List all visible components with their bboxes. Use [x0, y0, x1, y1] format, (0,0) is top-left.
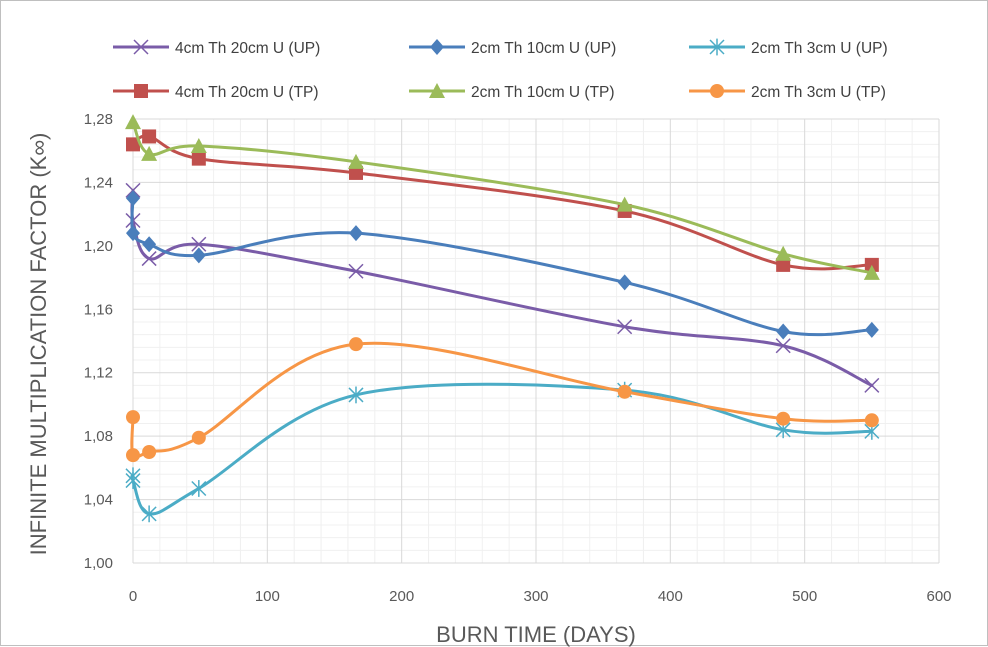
data-point: [348, 165, 363, 180]
x-tick-label: 200: [389, 588, 414, 605]
data-point: [126, 225, 140, 242]
data-point: [348, 225, 363, 242]
data-point: [141, 145, 158, 161]
data-point: [191, 480, 207, 497]
tick-labels: 0 100 200 300 400 500 600 1,00 1,04 1,08 1,12 1,16 1…: [84, 111, 952, 605]
data-point: [776, 411, 791, 426]
legend-swatch-marker: [710, 84, 724, 98]
legend-label: 2cm Th 3cm U (UP): [751, 40, 888, 57]
y-tick-label: 1,16: [84, 301, 113, 318]
series-line: [130, 188, 874, 387]
legend-label: 2cm Th 3cm U (TP): [751, 84, 886, 101]
data-point: [863, 264, 880, 280]
legend-swatch-marker: [134, 84, 148, 98]
series-layer: [125, 114, 880, 523]
y-tick-label: 1,04: [84, 492, 113, 509]
y-tick-label: 1,08: [84, 428, 113, 445]
legend-swatch-marker: [709, 38, 725, 56]
x-tick-label: 300: [523, 588, 548, 605]
legend-label: 4cm Th 20cm U (UP): [175, 40, 320, 57]
series-line: [130, 196, 874, 337]
y-tick-label: 1,20: [84, 238, 113, 255]
marker-stroke: [191, 236, 207, 252]
data-point: [191, 247, 206, 264]
data-point: [617, 384, 632, 399]
marker-stroke: [775, 338, 791, 354]
series-group: [126, 190, 879, 340]
legend-item: 2cm Th 10cm U (TP): [409, 83, 615, 101]
x-tick-label: 0: [129, 588, 137, 605]
y-tick-label: 1,28: [84, 111, 113, 128]
legend-label: 2cm Th 10cm U (UP): [471, 40, 616, 57]
data-point: [864, 321, 879, 338]
legend-swatch-marker: [133, 39, 149, 55]
data-point: [126, 410, 140, 425]
data-point: [776, 323, 791, 340]
data-point: [348, 386, 364, 404]
data-point: [775, 338, 791, 354]
legend-label: 4cm Th 20cm U (TP): [175, 84, 319, 101]
legend-item: 2cm Th 10cm U (UP): [409, 39, 616, 57]
y-tick-label: 1,00: [84, 555, 113, 572]
grid: [132, 118, 940, 564]
data-point: [142, 236, 157, 253]
data-point: [864, 413, 879, 428]
data-point: [864, 377, 880, 393]
data-point: [126, 448, 140, 463]
legend-label: 2cm Th 10cm U (TP): [471, 84, 615, 101]
x-tick-label: 500: [792, 588, 817, 605]
series-group: [125, 114, 880, 280]
legend-swatch-marker: [430, 39, 444, 55]
data-point: [191, 236, 207, 252]
x-axis-title: BURN TIME (DAYS): [436, 622, 636, 647]
marker-stroke: [133, 39, 149, 55]
data-point: [141, 505, 157, 523]
legend-swatch-marker: [429, 83, 445, 98]
marker-stroke: [617, 319, 633, 335]
data-point: [125, 114, 141, 130]
marker-stroke: [864, 377, 880, 393]
data-point: [142, 445, 157, 459]
marker-stroke: [348, 263, 364, 279]
data-point: [776, 257, 791, 272]
data-point: [348, 263, 364, 279]
x-tick-label: 400: [658, 588, 683, 605]
data-point: [126, 137, 140, 152]
data-point: [125, 472, 141, 489]
data-point: [616, 196, 633, 212]
y-tick-label: 1,24: [84, 174, 113, 191]
series-group: [126, 337, 879, 463]
data-point: [126, 190, 140, 207]
data-point: [617, 319, 633, 335]
data-point: [141, 251, 157, 267]
legend-item: 4cm Th 20cm U (TP): [113, 84, 319, 101]
data-point: [191, 151, 206, 166]
y-axis-title: INFINITE MULTIPLICATION FACTOR (K∞): [26, 133, 51, 556]
data-point: [775, 245, 792, 261]
series-line: [131, 120, 874, 275]
data-point: [347, 153, 364, 169]
legend: 4cm Th 20cm U (UP) 2cm Th 10cm U (UP) 2cm …: [113, 38, 888, 101]
data-point: [191, 430, 206, 445]
data-point: [617, 274, 632, 291]
data-point: [142, 129, 157, 144]
data-point: [190, 137, 207, 153]
x-tick-label: 600: [926, 588, 951, 605]
series-group: [125, 182, 880, 393]
legend-item: 2cm Th 3cm U (TP): [689, 84, 886, 101]
data-point: [348, 337, 363, 352]
marker-stroke: [141, 251, 157, 267]
series-group: [125, 381, 880, 523]
legend-item: 2cm Th 3cm U (UP): [689, 38, 888, 57]
x-tick-label: 100: [255, 588, 280, 605]
y-tick-label: 1,12: [84, 365, 113, 382]
legend-item: 4cm Th 20cm U (UP): [113, 39, 320, 57]
